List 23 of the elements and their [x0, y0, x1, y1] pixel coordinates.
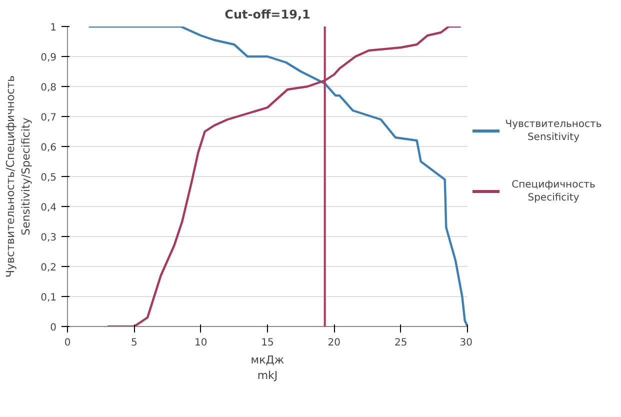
- y-tick-label: 0,9: [40, 52, 57, 64]
- x-tick-label: 25: [394, 338, 408, 348]
- x-tick-label: 20: [328, 338, 341, 348]
- x-axis-title: мкДж mkJ: [250, 354, 284, 382]
- x-tick-label: 5: [130, 338, 138, 348]
- y-tick-label: 1: [50, 22, 57, 34]
- legend-label: Специфичность Specificity: [512, 179, 596, 204]
- y-axis-title: Чувствительность/Специфичность Sensitivity/Specificity: [4, 75, 33, 278]
- y-tick-label: 0,2: [40, 262, 57, 274]
- chart-title: Cut-off=19,1: [224, 8, 310, 22]
- x-tick-label: 0: [64, 338, 71, 348]
- y-tick-label: 0,5: [40, 172, 57, 184]
- legend-label: Чувствительность Sensitivity: [505, 118, 602, 144]
- x-tick-label: 30: [460, 338, 473, 348]
- y-tick-label: 0,8: [40, 82, 57, 94]
- y-tick-label: 0,7: [40, 112, 57, 124]
- y-tick-label: 0,1: [40, 292, 57, 304]
- y-tick-label: 0,6: [40, 142, 57, 154]
- x-tick-label: 10: [194, 338, 208, 348]
- y-tick-label: 0,4: [40, 202, 57, 214]
- y-tick-label: 0,3: [40, 232, 57, 244]
- x-tick-label: 15: [261, 338, 274, 348]
- y-tick-label: 0: [50, 322, 57, 334]
